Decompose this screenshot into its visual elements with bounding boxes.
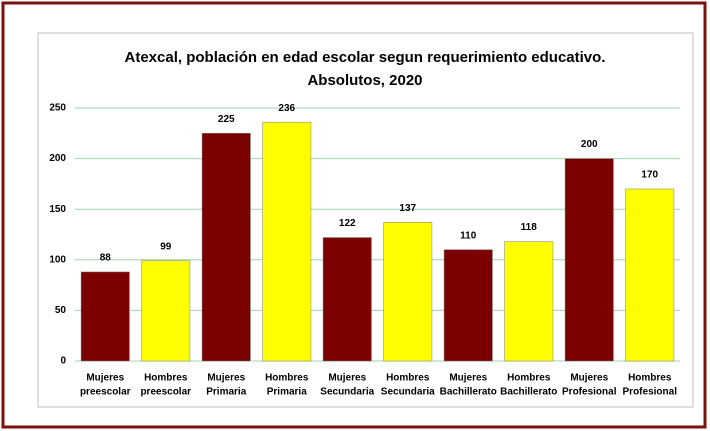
data-label: 118	[521, 222, 538, 233]
y-tick-label: 0	[60, 356, 66, 367]
x-tick-label: preescolar	[140, 387, 191, 398]
y-tick-label: 150	[49, 204, 66, 215]
x-tick-label: Hombres	[386, 373, 430, 384]
bar	[443, 249, 493, 362]
chart-title: Absolutos, 2020	[307, 72, 422, 89]
bar	[504, 241, 554, 362]
bar	[564, 158, 614, 362]
data-label: 110	[460, 230, 477, 241]
bar	[625, 188, 675, 362]
x-tick-label: Mujeres	[570, 373, 608, 384]
data-label: 122	[339, 218, 356, 229]
x-tick-label: Mujeres	[86, 373, 124, 384]
x-tick-label: Profesional	[623, 387, 678, 398]
x-tick-label: Hombres	[507, 373, 551, 384]
bar	[383, 222, 433, 362]
y-tick-label: 200	[49, 153, 66, 164]
x-tick-label: preescolar	[80, 387, 131, 398]
x-tick-label: Bachillerato	[500, 387, 557, 398]
chart-title: Atexcal, población en edad escolar segun…	[125, 49, 606, 66]
data-label: 137	[399, 203, 416, 214]
data-label: 88	[100, 253, 112, 264]
bar	[80, 271, 130, 362]
x-tick-label: Bachillerato	[440, 387, 497, 398]
bar	[262, 121, 312, 362]
data-label: 170	[641, 170, 658, 181]
x-tick-label: Profesional	[562, 387, 617, 398]
bar	[322, 237, 372, 362]
x-tick-label: Secundaria	[381, 387, 435, 398]
bar	[141, 260, 191, 362]
x-tick-label: Mujeres	[207, 373, 245, 384]
x-tick-label: Hombres	[628, 373, 672, 384]
x-tick-label: Mujeres	[328, 373, 366, 384]
data-label: 200	[581, 139, 598, 150]
data-label: 236	[278, 103, 295, 114]
y-tick-label: 250	[49, 103, 66, 114]
data-label: 225	[218, 114, 235, 125]
x-tick-label: Primaria	[206, 387, 246, 398]
x-tick-label: Hombres	[144, 373, 188, 384]
x-tick-label: Mujeres	[449, 373, 487, 384]
x-tick-label: Hombres	[265, 373, 309, 384]
x-tick-label: Primaria	[267, 387, 307, 398]
data-label: 99	[160, 241, 172, 252]
bar	[201, 133, 251, 362]
x-tick-label: Secundaria	[320, 387, 374, 398]
y-tick-label: 100	[49, 254, 66, 265]
y-tick-label: 50	[55, 305, 67, 316]
